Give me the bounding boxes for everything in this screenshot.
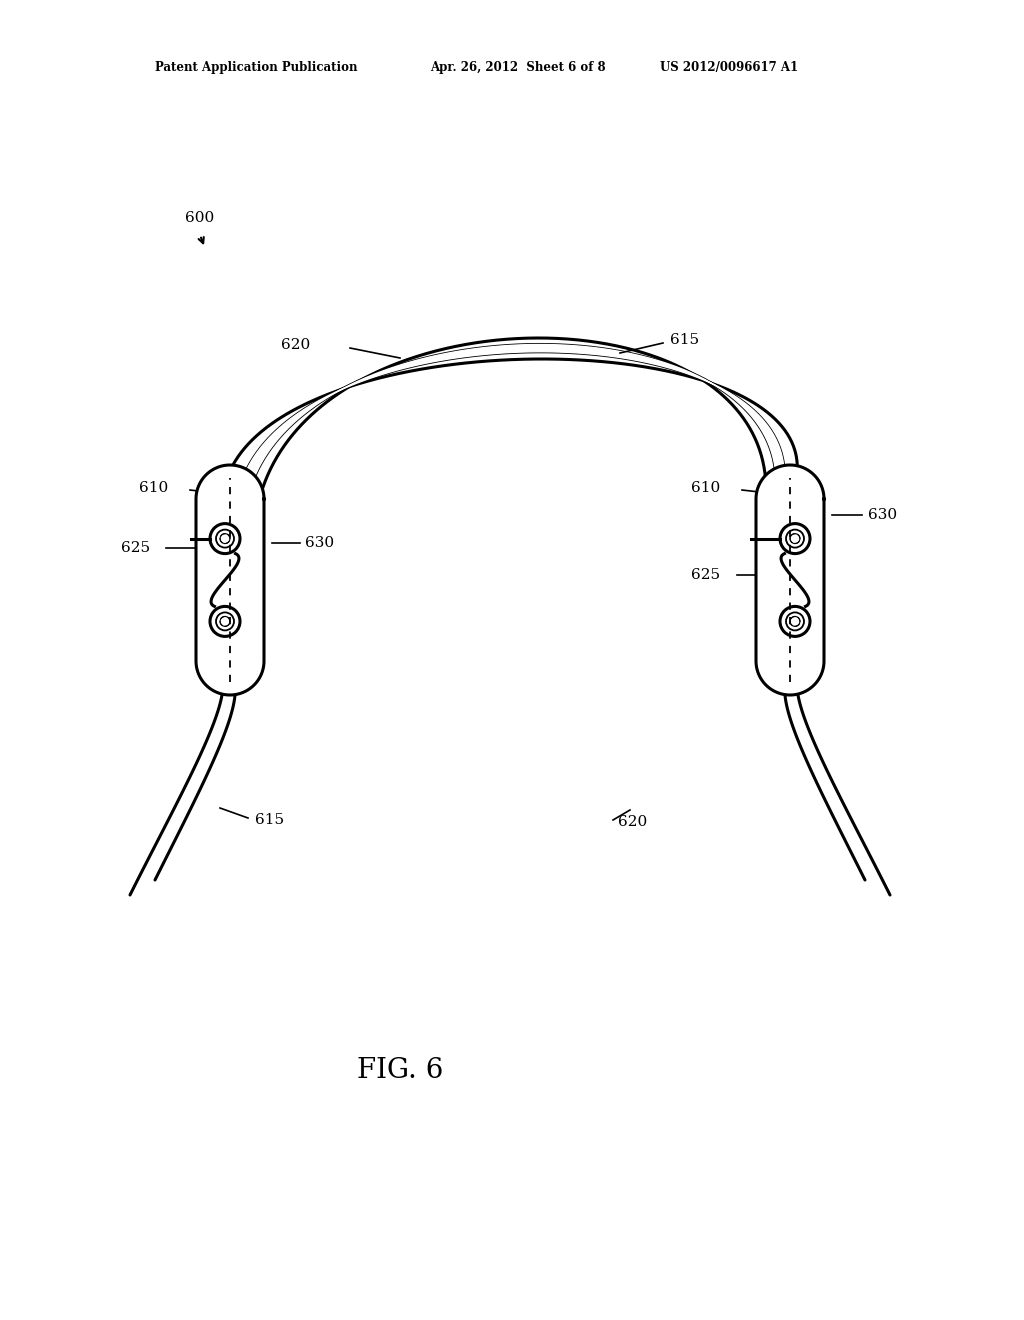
Text: 610: 610 xyxy=(691,480,720,495)
Polygon shape xyxy=(238,345,784,506)
Polygon shape xyxy=(756,465,824,696)
Text: Patent Application Publication: Patent Application Publication xyxy=(155,62,357,74)
Polygon shape xyxy=(196,465,264,696)
Text: 630: 630 xyxy=(305,536,334,550)
Text: 615: 615 xyxy=(670,333,699,347)
Text: 630: 630 xyxy=(868,508,897,521)
Text: 620: 620 xyxy=(281,338,310,352)
Text: 615: 615 xyxy=(255,813,284,828)
Text: 600: 600 xyxy=(185,211,214,224)
Text: US 2012/0096617 A1: US 2012/0096617 A1 xyxy=(660,62,798,74)
Text: FIG. 6: FIG. 6 xyxy=(356,1056,443,1084)
Text: 610: 610 xyxy=(138,480,168,495)
Text: 625: 625 xyxy=(121,541,150,554)
Text: Apr. 26, 2012  Sheet 6 of 8: Apr. 26, 2012 Sheet 6 of 8 xyxy=(430,62,605,74)
Text: 620: 620 xyxy=(618,814,647,829)
Text: 625: 625 xyxy=(691,568,720,582)
